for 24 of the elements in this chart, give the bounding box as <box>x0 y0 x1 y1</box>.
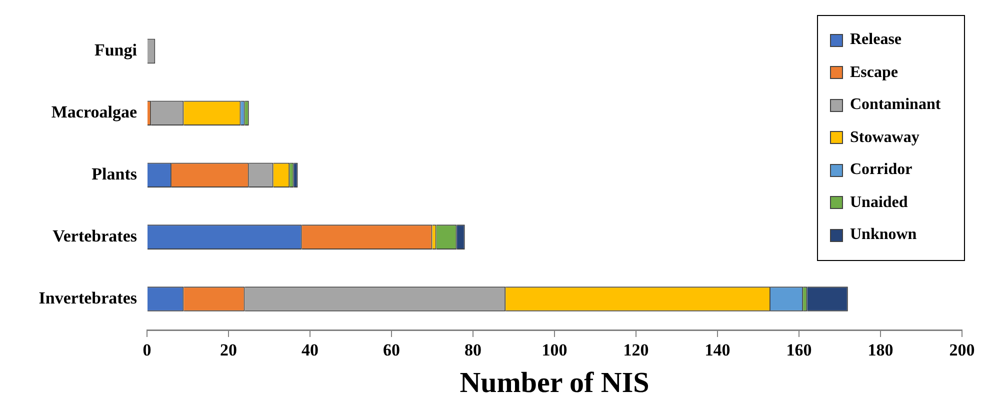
x-tick-label: 20 <box>220 340 237 360</box>
x-tick-label: 100 <box>542 340 568 360</box>
y-tick-label: Macroalgae <box>51 102 138 122</box>
legend-label: Unaided <box>850 194 908 212</box>
legend-label: Unknown <box>850 226 917 244</box>
x-tick-label: 200 <box>949 340 975 360</box>
legend-label: Stowaway <box>850 128 920 147</box>
x-tick-label: 180 <box>868 340 894 360</box>
x-tick-label: 160 <box>786 340 812 360</box>
y-tick-label: Plants <box>92 164 138 184</box>
legend-label: Corridor <box>850 161 912 180</box>
y-tick-label: Fungi <box>94 40 138 60</box>
x-axis-title: Number of NIS <box>460 367 650 400</box>
x-tick-label: 140 <box>704 340 730 360</box>
y-tick-label: Invertebrates <box>38 288 138 308</box>
y-tick-label: Vertebrates <box>52 226 138 246</box>
x-tick-label: 80 <box>464 340 482 360</box>
legend-label: Contaminant <box>850 96 941 114</box>
legend-label: Escape <box>850 64 898 82</box>
x-tick-label: 60 <box>383 340 400 360</box>
x-tick-label: 120 <box>623 340 649 360</box>
legend-label: Release <box>850 31 902 50</box>
x-tick-label: 40 <box>302 340 318 360</box>
x-tick-label: 0 <box>142 340 152 360</box>
